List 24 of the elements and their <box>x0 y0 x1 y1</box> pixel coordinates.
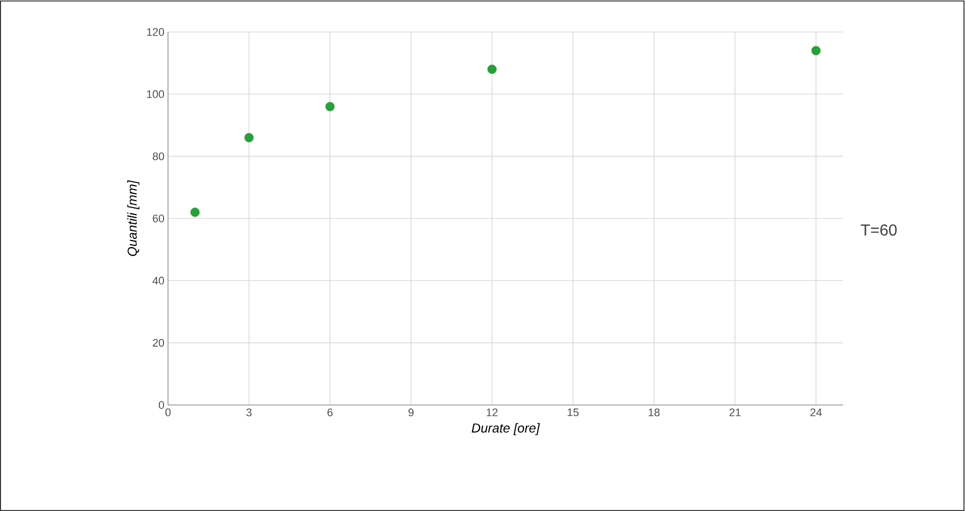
point <box>811 46 821 56</box>
x-tick-label: 12 <box>486 408 498 416</box>
x-tick-label: 18 <box>648 408 660 416</box>
y-tick-label: 0 <box>158 401 164 409</box>
y-tick-label: 60 <box>152 214 164 222</box>
x-axis-title: Durate [ore] <box>472 423 540 436</box>
x-tick-label: 3 <box>246 408 252 416</box>
y-tick-label: 40 <box>152 276 164 285</box>
y-tick-label: 20 <box>152 338 164 347</box>
point <box>190 208 200 217</box>
x-tick-label: 0 <box>165 408 171 416</box>
y-tick-label: 100 <box>147 90 164 98</box>
y-tick-label: 120 <box>147 28 164 36</box>
point <box>244 132 254 142</box>
y-axis-title: Quantili [mm] <box>127 180 140 256</box>
point <box>487 64 497 74</box>
x-tick-label: 9 <box>408 408 414 416</box>
x-tick-label: 15 <box>568 408 579 416</box>
x-tick-label: 6 <box>328 408 333 416</box>
point <box>325 102 335 112</box>
x-tick-label: 24 <box>810 408 822 416</box>
y-tick-label: 80 <box>152 152 164 160</box>
x-tick-label: 21 <box>729 408 741 416</box>
text: T=60 <box>860 224 897 236</box>
